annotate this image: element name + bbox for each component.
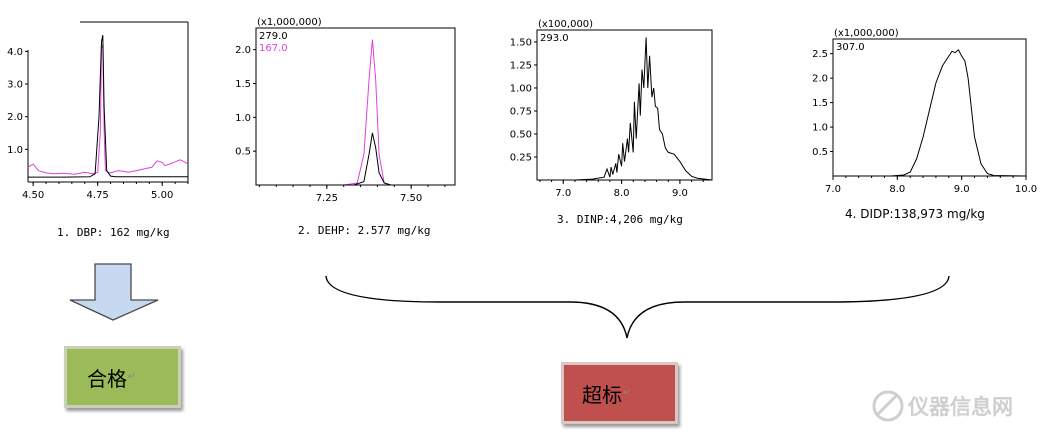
- y-tick-label: 1.25: [510, 60, 532, 71]
- plot-frame: [536, 29, 713, 181]
- caption-didp: 4. DIDP:138,973 mg/kg: [845, 207, 985, 221]
- return-mark: ↵: [128, 372, 136, 382]
- chromatogram-dbp: 1.0 2.0 3.0 4.0 4.50 4.75 5.00: [7, 21, 189, 201]
- ion-label: 307.0: [836, 42, 865, 53]
- x-tick-label: 9.0: [672, 188, 688, 199]
- scale-multiplier: (x1,000,000): [834, 28, 899, 39]
- curly-brace: [325, 275, 950, 339]
- chromatogram-dinp: 0.25 0.50 0.75 1.00 1.25 1.50 7.0 8.0 9.0 (x100,0…: [510, 19, 713, 199]
- x-tick-label: 7.0: [825, 184, 841, 195]
- caption-dehp: 2. DEHP: 2.577 mg/kg: [298, 224, 431, 237]
- chromatogram-didp: 0.5 1.0 1.5 2.0 2.5 7.0 8.0 9.0 10.0 (x1,000,000)…: [812, 28, 1037, 195]
- y-tick-label: 1.0: [235, 113, 251, 124]
- y-tick-label: 1.5: [812, 98, 828, 109]
- y-tick-label: 2.0: [812, 74, 828, 85]
- y-tick-label: 1.50: [510, 37, 532, 48]
- y-tick-label: 4.0: [7, 47, 23, 58]
- return-mark: ↵: [623, 388, 631, 398]
- y-tick-label: 0.5: [812, 147, 828, 158]
- ion-label: 167.0: [259, 43, 288, 54]
- chromatogram-dehp: 0.5 1.0 1.5 2.0 7.25 7.50 (x1,000,000) 279.0167…: [235, 17, 456, 204]
- y-tick-label: 1.0: [812, 123, 828, 134]
- down-arrow-icon: [69, 263, 159, 321]
- y-tick-label: 2.0: [235, 45, 251, 56]
- plot-frame: [255, 27, 456, 186]
- scale-multiplier: (x1,000,000): [257, 17, 322, 28]
- caption-dinp: 3. DINP:4,206 mg/kg: [557, 213, 683, 226]
- y-tick-label: 2.5: [812, 49, 828, 60]
- series-line: [833, 48, 1027, 177]
- exceed-label: 超标: [582, 382, 622, 407]
- series-line: [27, 44, 189, 175]
- y-tick-label: 3.0: [7, 80, 23, 91]
- x-tick-label: 7.0: [555, 188, 571, 199]
- y-tick-label: 0.75: [510, 106, 532, 117]
- x-tick-label: 5.00: [151, 190, 173, 201]
- pass-box: 合格 ↵: [64, 346, 181, 408]
- scale-multiplier: (x100,000): [538, 19, 593, 30]
- ion-label: 279.0: [259, 31, 288, 42]
- y-tick-label: 0.50: [510, 129, 532, 140]
- series-line: [28, 35, 188, 178]
- x-tick-label: 7.50: [400, 193, 422, 204]
- y-tick-label: 0.5: [235, 147, 251, 158]
- y-tick-label: 1.5: [235, 79, 251, 90]
- x-tick-label: 4.75: [87, 190, 109, 201]
- y-tick-label: 1.0: [7, 145, 23, 156]
- exceed-box: 超标 ↵: [561, 362, 678, 424]
- y-tick-label: 0.25: [510, 152, 532, 163]
- x-tick-label: 7.25: [316, 193, 338, 204]
- series-line: [256, 132, 455, 186]
- x-tick-label: 10.0: [1015, 184, 1037, 195]
- caption-dbp: 1. DBP: 162 mg/kg: [57, 226, 170, 239]
- x-tick-label: 9.0: [954, 184, 970, 195]
- x-tick-label: 4.50: [22, 190, 44, 201]
- ion-label: 293.0: [540, 33, 569, 44]
- x-tick-label: 8.0: [889, 184, 905, 195]
- series-line: [537, 37, 713, 181]
- watermark-logo: 仪器信息网: [868, 382, 1038, 436]
- x-tick-label: 8.0: [614, 188, 630, 199]
- watermark-text: 仪器信息网: [907, 395, 1013, 419]
- y-tick-label: 1.00: [510, 83, 532, 94]
- series-line: [256, 39, 455, 186]
- y-tick-label: 2.0: [7, 112, 23, 123]
- pass-label: 合格: [87, 366, 127, 391]
- plot-frame: [832, 38, 1027, 177]
